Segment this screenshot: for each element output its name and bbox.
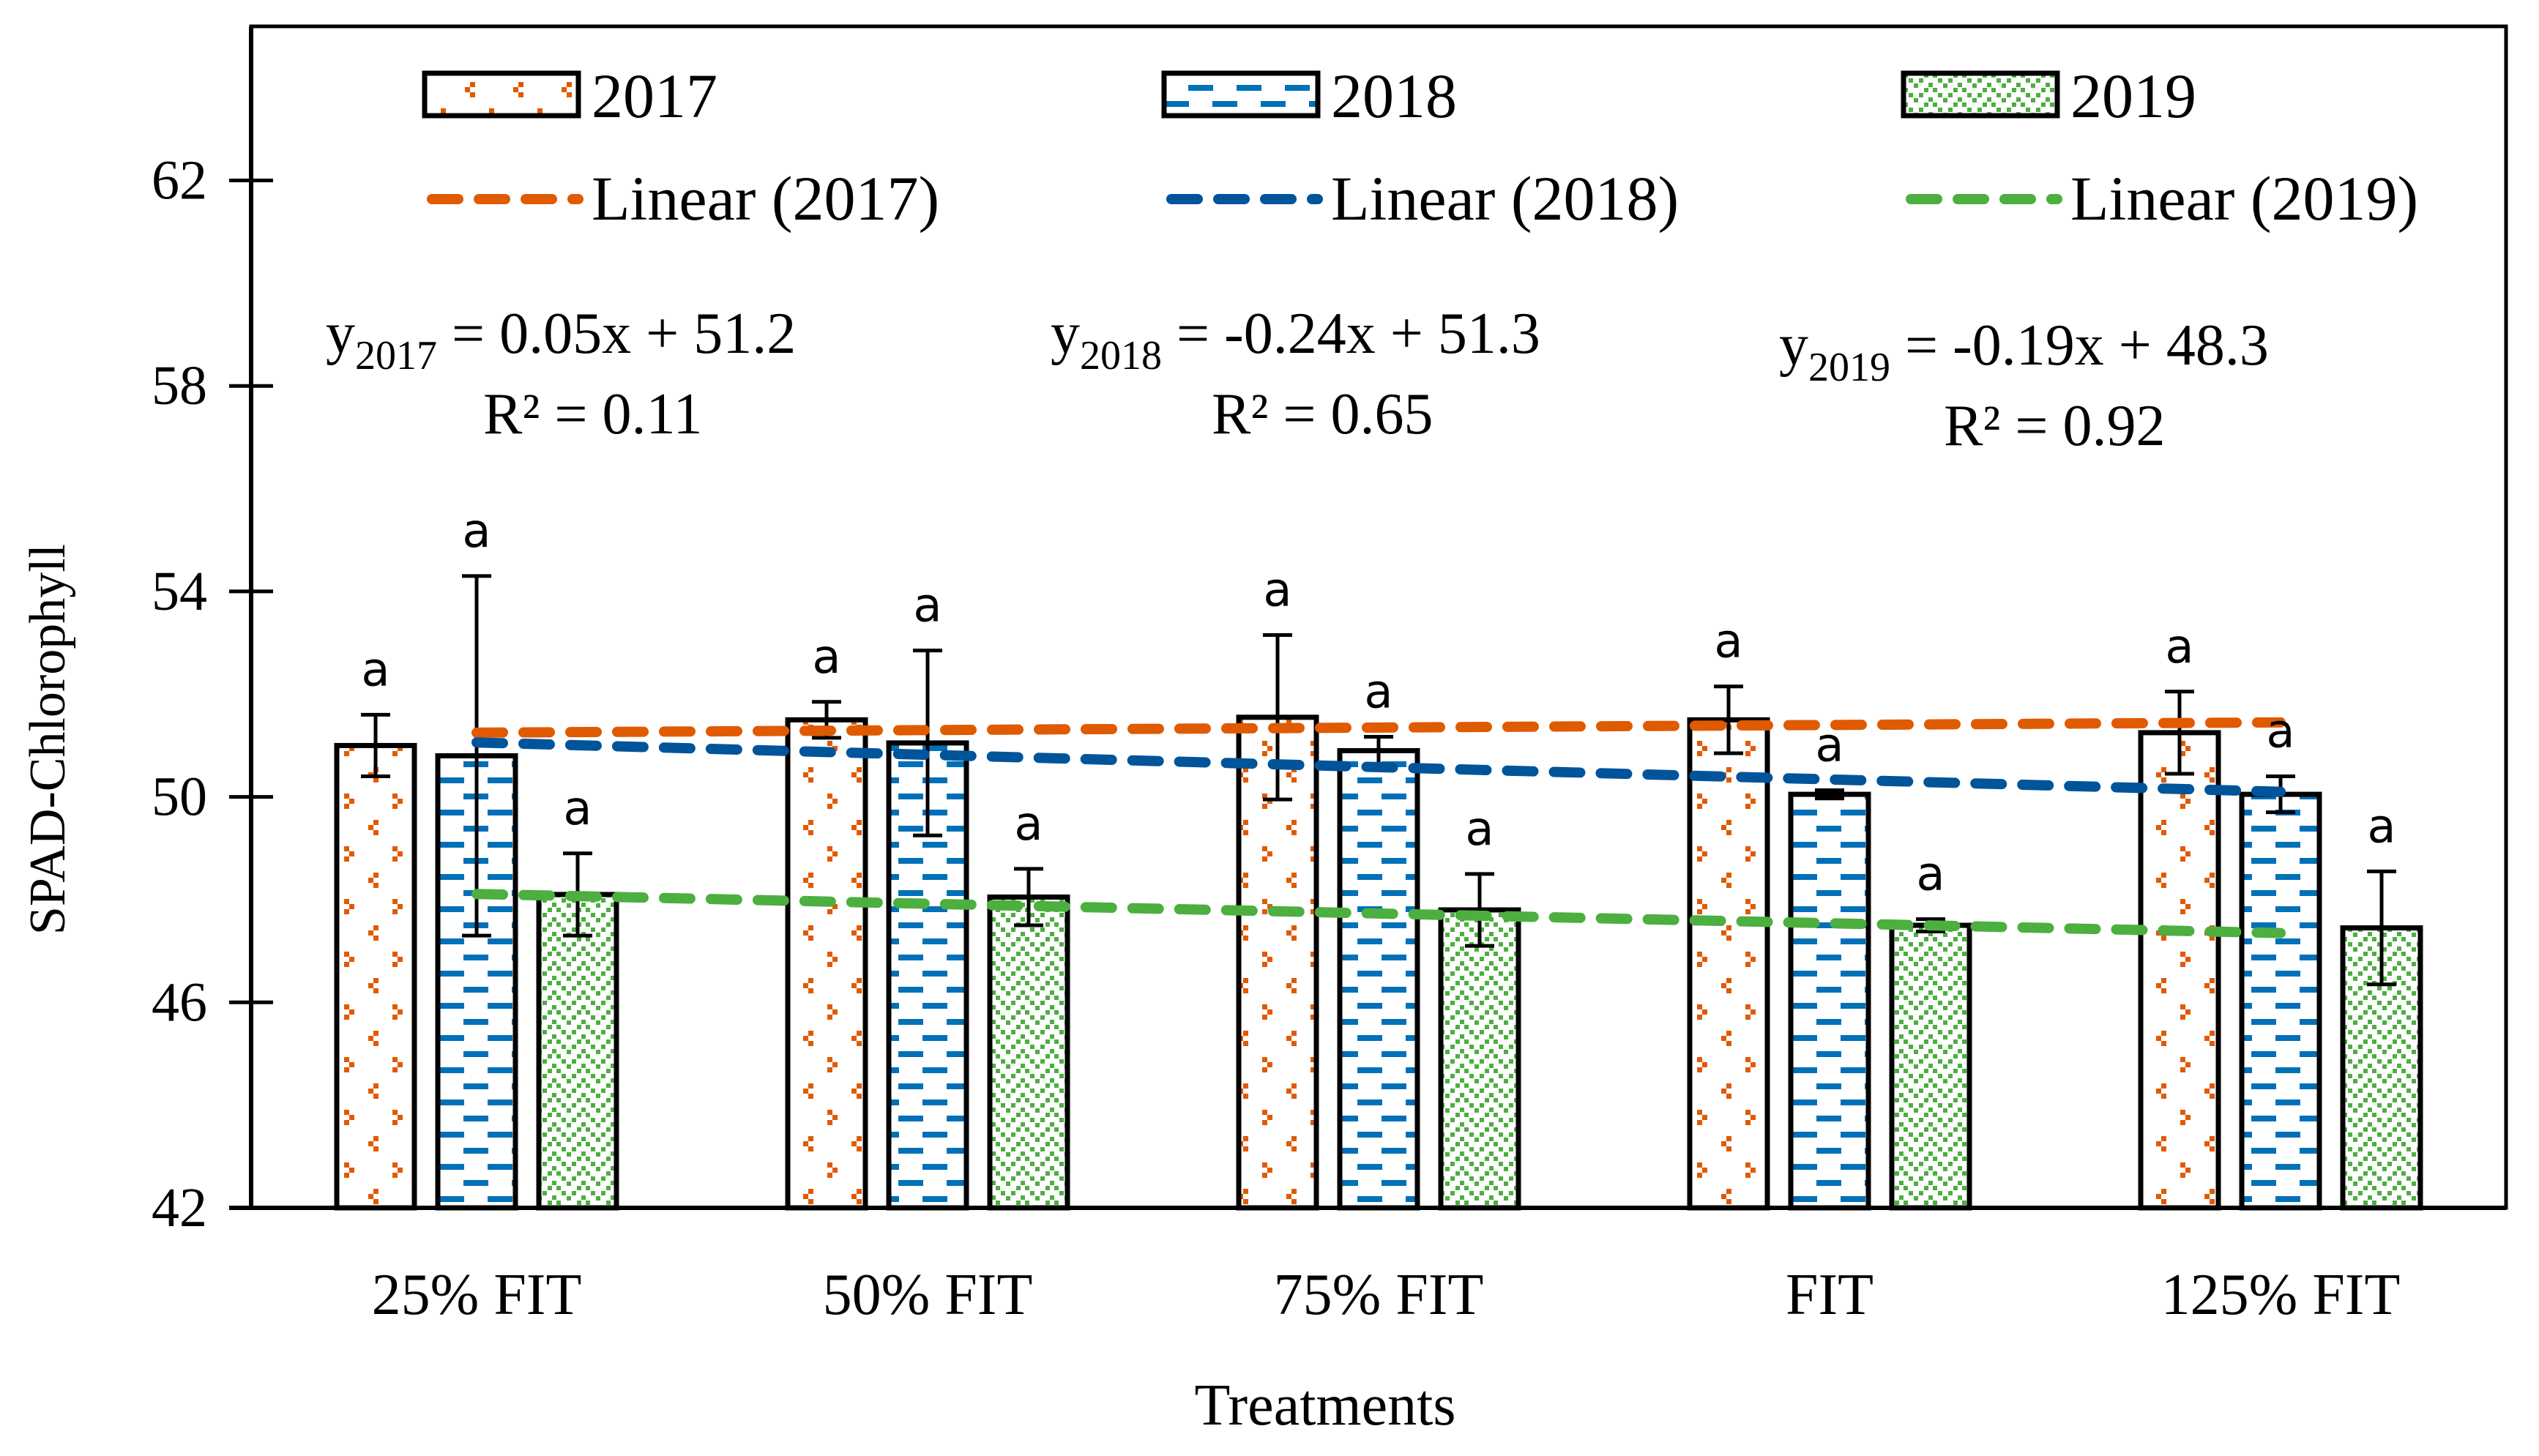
equation-subscript: 2017 — [355, 333, 437, 378]
bar-2019-0 — [536, 892, 619, 1211]
trendline-2019 — [471, 889, 2286, 938]
x-axis-title: Treatments — [1194, 1373, 1455, 1438]
trend-equation-2018: y2018 = -0.24x + 51.3 — [1051, 302, 1540, 378]
x-tick-label: 25% FIT — [372, 1263, 582, 1327]
equation-body: = -0.24x + 51.3 — [1162, 302, 1540, 366]
y-tick-label: 42 — [152, 1177, 207, 1239]
trendline-2017 — [471, 717, 2286, 738]
x-tick-label: 125% FIT — [2161, 1263, 2401, 1327]
legend-label-linear-2018-: Linear (2018) — [1331, 163, 1679, 234]
y-tick-label: 54 — [152, 561, 207, 622]
significance-letter: a — [2367, 799, 2396, 854]
y-tick-label: 62 — [152, 150, 207, 212]
legend-swatch-2019 — [1901, 70, 2060, 119]
legend-swatch-2018 — [1161, 70, 1321, 119]
legend: 2017 2018 2019 Linear (2017) Linear (2018) Li… — [422, 61, 2418, 234]
equation-y: y — [1779, 313, 1808, 378]
equation-y: y — [1051, 302, 1080, 366]
trend-r2-2018: R² = 0.65 — [1212, 382, 1433, 447]
trend-equation-2019: y2019 = -0.19x + 48.3 — [1779, 313, 2269, 390]
equation-subscript: 2019 — [1808, 345, 1890, 390]
trend-equation-2017: y2017 = 0.05x + 51.2 — [326, 302, 796, 378]
y-tick-label: 50 — [152, 766, 207, 828]
trendlines-layer — [471, 717, 2286, 938]
significance-letter: a — [913, 579, 942, 633]
significance-letter: a — [1364, 665, 1392, 720]
significance-letter: a — [1014, 797, 1043, 851]
significance-letter: a — [1714, 615, 1742, 669]
bar-2018-3 — [1788, 791, 1871, 1211]
trendline-2018 — [471, 737, 2286, 797]
y-tick-label: 46 — [152, 971, 207, 1033]
significance-letter: a — [1263, 564, 1291, 618]
equation-body: = -0.19x + 48.3 — [1890, 313, 2269, 378]
bar-2017-4 — [2138, 730, 2221, 1211]
equation-body: = 0.05x + 51.2 — [437, 302, 796, 366]
bar-2017-0 — [334, 742, 417, 1211]
x-tick-label: FIT — [1786, 1263, 1874, 1327]
y-tick-label: 58 — [152, 355, 207, 417]
significance-letters-layer: a a a a a a a a a a a a a a a — [361, 504, 2396, 902]
significance-letter: a — [812, 630, 840, 684]
significance-letter: a — [1465, 802, 1494, 856]
significance-letter: a — [361, 643, 389, 697]
x-tick-label: 75% FIT — [1274, 1263, 1484, 1327]
y-axis-title: SPAD-Chlorophyll — [20, 544, 76, 935]
axes-layer: 42 46 50 54 58 62 25% FIT 50% FIT 75% FIT FIT 125%… — [152, 26, 2506, 1327]
trend-r2-2017: R² = 0.11 — [483, 382, 703, 447]
significance-letter: a — [1916, 848, 1945, 902]
bar-2019-2 — [1438, 907, 1521, 1211]
trend-r2-2019: R² = 0.92 — [1944, 394, 2165, 458]
bar-2019-3 — [1889, 922, 1972, 1211]
legend-label-linear-2017-: Linear (2017) — [592, 163, 939, 234]
x-tick-label: 50% FIT — [823, 1263, 1033, 1327]
legend-label-2018: 2018 — [1331, 61, 1457, 131]
significance-letter: a — [2165, 620, 2193, 674]
significance-letter: a — [462, 504, 491, 559]
bar-2018-4 — [2239, 791, 2322, 1211]
equation-subscript: 2018 — [1080, 333, 1162, 378]
bar-2017-1 — [785, 717, 868, 1211]
significance-letter: a — [2266, 705, 2294, 759]
error-bars-layer — [361, 574, 2396, 987]
significance-letter: a — [1815, 718, 1843, 772]
equation-y: y — [326, 302, 355, 366]
legend-label-linear-2019-: Linear (2019) — [2070, 163, 2418, 234]
bars-layer — [334, 714, 2423, 1211]
bar-2018-2 — [1337, 747, 1420, 1211]
bar-2017-3 — [1687, 717, 1770, 1211]
legend-label-2017: 2017 — [592, 61, 717, 131]
significance-letter: a — [563, 782, 592, 836]
legend-swatch-2017 — [422, 70, 581, 119]
bar-2019-1 — [987, 894, 1070, 1211]
legend-label-2019: 2019 — [2070, 61, 2196, 131]
